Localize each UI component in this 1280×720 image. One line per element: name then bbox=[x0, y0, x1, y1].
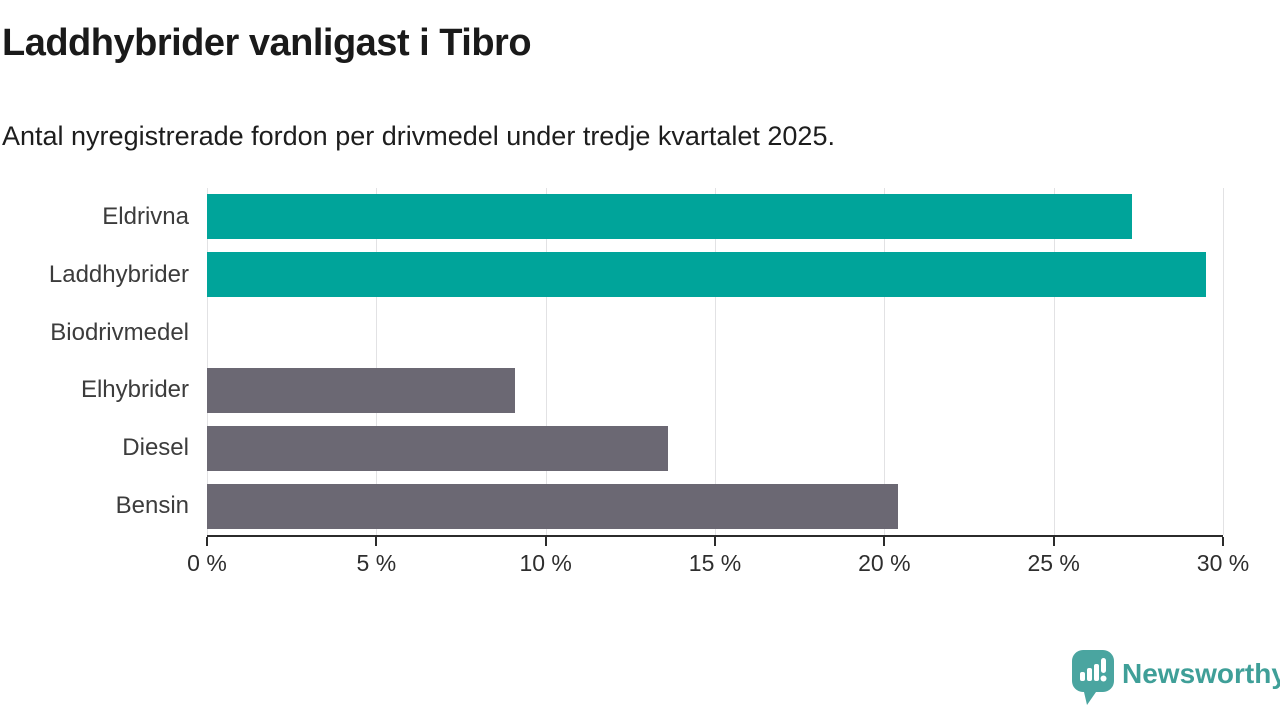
category-label-bensin: Bensin bbox=[115, 492, 189, 520]
chart-title: Laddhybrider vanligast i Tibro bbox=[2, 22, 532, 64]
x-axis-tick-25 bbox=[1052, 537, 1055, 546]
x-axis-tick-20 bbox=[883, 537, 886, 546]
x-axis-tick-label-20: 20 % bbox=[858, 550, 911, 576]
bar-diesel bbox=[207, 425, 668, 471]
logo-bubble bbox=[1072, 650, 1114, 705]
x-axis-line bbox=[207, 535, 1223, 537]
category-label-diesel: Diesel bbox=[122, 434, 189, 462]
x-axis-tick-label-10: 10 % bbox=[519, 550, 572, 576]
x-axis-tick-label-0: 0 % bbox=[187, 550, 227, 576]
x-axis-tick-15 bbox=[714, 537, 716, 546]
gridline-15 bbox=[715, 188, 716, 535]
category-label-eldrivna: Eldrivna bbox=[102, 202, 189, 230]
gridline-5 bbox=[376, 188, 378, 535]
bar-laddhybrider bbox=[207, 252, 1207, 298]
x-axis-tick-30 bbox=[1222, 537, 1224, 546]
category-label-laddhybrider: Laddhybrider bbox=[48, 260, 189, 288]
x-axis-tick-5 bbox=[375, 537, 378, 546]
gridline-10 bbox=[545, 188, 547, 535]
plot-area: Eldrivna Laddhybrider Biodrivmedel Elhybrid… bbox=[49, 188, 1249, 576]
category-label-elhybrider: Elhybrider bbox=[80, 376, 189, 404]
bar-eldrivna bbox=[207, 194, 1132, 240]
x-axis-tick-label-30: 30 % bbox=[1196, 550, 1250, 576]
x-axis-tick-label-25: 25 % bbox=[1027, 550, 1080, 576]
x-axis-tick-10 bbox=[544, 537, 547, 546]
gridline-20 bbox=[884, 188, 886, 535]
gridline-0 bbox=[207, 188, 208, 535]
bar-elhybrider bbox=[207, 367, 516, 413]
brand-name: Newsworthy bbox=[1122, 658, 1280, 689]
bar-bensin bbox=[207, 483, 898, 529]
x-axis-tick-label-15: 15 % bbox=[688, 550, 742, 576]
chart-subtitle: Antal nyregistrerade fordon per drivmede… bbox=[2, 121, 835, 151]
newsworthy-logo-icon bbox=[1072, 650, 1114, 705]
x-axis-tick-label-5: 5 % bbox=[356, 550, 397, 576]
gridline-25 bbox=[1053, 188, 1055, 535]
category-label-biodrivmedel: Biodrivmedel bbox=[50, 318, 189, 346]
x-axis-tick-0 bbox=[206, 537, 208, 546]
gridline-30 bbox=[1223, 188, 1224, 535]
